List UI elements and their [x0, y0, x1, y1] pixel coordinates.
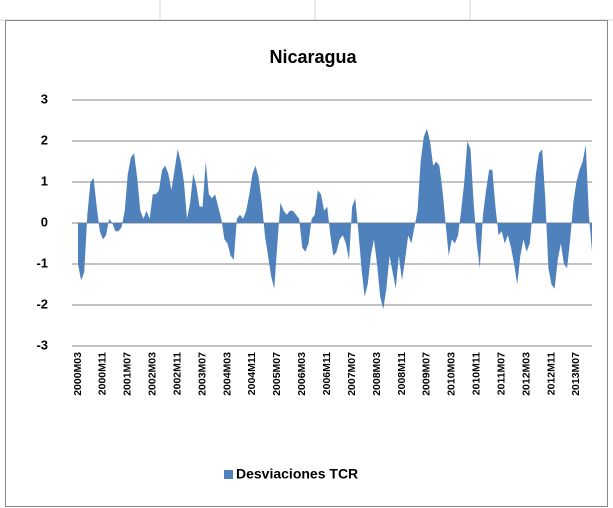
- x-tick-label: 2008M03: [371, 352, 383, 396]
- area: [78, 128, 592, 310]
- x-tick-label: 2008M11: [396, 352, 408, 395]
- x-tick-label: 2010M11: [471, 352, 483, 395]
- y-tick-label: 2: [41, 132, 48, 147]
- chart-title: Nicaragua: [269, 47, 357, 67]
- x-tick-label: 2012M11: [545, 352, 557, 395]
- y-tick-label: 3: [41, 91, 48, 106]
- y-tick-label: -2: [36, 296, 48, 311]
- x-tick-label: 2002M03: [147, 352, 159, 396]
- x-tick-label: 2004M11: [246, 352, 258, 395]
- x-tick-label: 2006M03: [296, 352, 308, 396]
- legend-swatch: [224, 470, 233, 479]
- y-tick-label: 1: [41, 173, 48, 188]
- x-tick-label: 2012M03: [520, 352, 532, 396]
- y-tick-label: -3: [36, 337, 48, 352]
- x-tick-label: 2005M07: [271, 352, 283, 396]
- x-tick-label: 2002M11: [171, 352, 183, 395]
- y-tick-label: 0: [41, 214, 48, 229]
- x-tick-label: 2007M07: [346, 352, 358, 396]
- legend-label: Desviaciones TCR: [236, 466, 358, 482]
- x-tick-label: 2000M03: [72, 352, 84, 396]
- x-tick-label: 2009M07: [421, 352, 433, 396]
- x-tick-label: 2003M07: [196, 352, 208, 396]
- x-tick-label: 2004M03: [221, 352, 233, 396]
- x-tick-label: 2001M07: [122, 352, 134, 396]
- y-tick-label: -1: [36, 255, 48, 270]
- x-tick-label: 2011M07: [495, 352, 507, 395]
- x-tick-label: 2013M07: [570, 352, 582, 396]
- plot: -3 -2 -1 0 1 2 3 2000M03 2000M11 2001M07 2002M03 20…: [36, 91, 592, 482]
- x-tick-label: 2010M03: [446, 352, 458, 396]
- x-tick-label: 2000M11: [97, 352, 109, 395]
- x-tick-label: 2006M11: [321, 352, 333, 395]
